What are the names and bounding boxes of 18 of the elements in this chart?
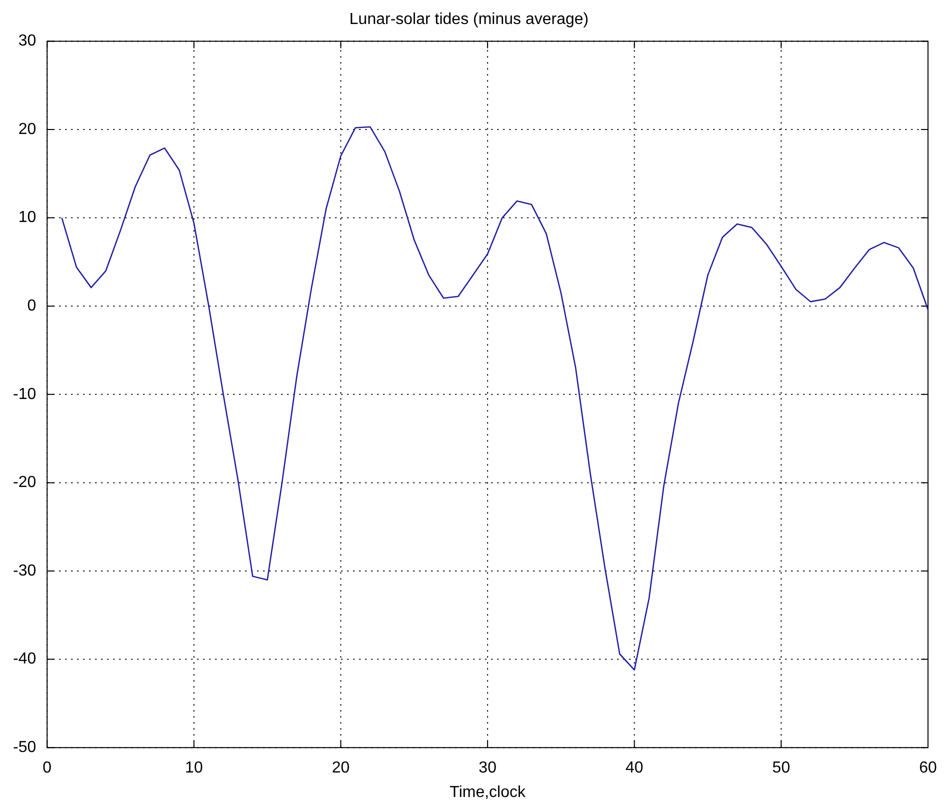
y-tick-label: 30 <box>18 32 36 50</box>
x-tick-label: 50 <box>772 760 790 777</box>
chart-title: Lunar-solar tides (minus average) <box>349 11 589 28</box>
y-tick-label: 10 <box>18 209 36 226</box>
y-tick-label: -40 <box>13 650 36 668</box>
x-tick-label: 10 <box>185 760 203 777</box>
x-tick-label: 30 <box>478 760 497 777</box>
x-tick-label: 40 <box>625 760 644 777</box>
y-tick-label: -20 <box>13 474 36 492</box>
y-tick-label: 20 <box>18 120 36 138</box>
x-tick-label: 20 <box>332 760 350 777</box>
x-tick-label: 60 <box>919 760 937 777</box>
y-tick-label: -10 <box>13 386 36 403</box>
y-tick-label: 0 <box>27 298 36 315</box>
y-tick-label: -30 <box>13 562 36 580</box>
y-tick-label: -50 <box>13 739 36 756</box>
x-axis-title: Time,clock <box>450 784 526 801</box>
x-tick-label: 0 <box>42 760 52 777</box>
